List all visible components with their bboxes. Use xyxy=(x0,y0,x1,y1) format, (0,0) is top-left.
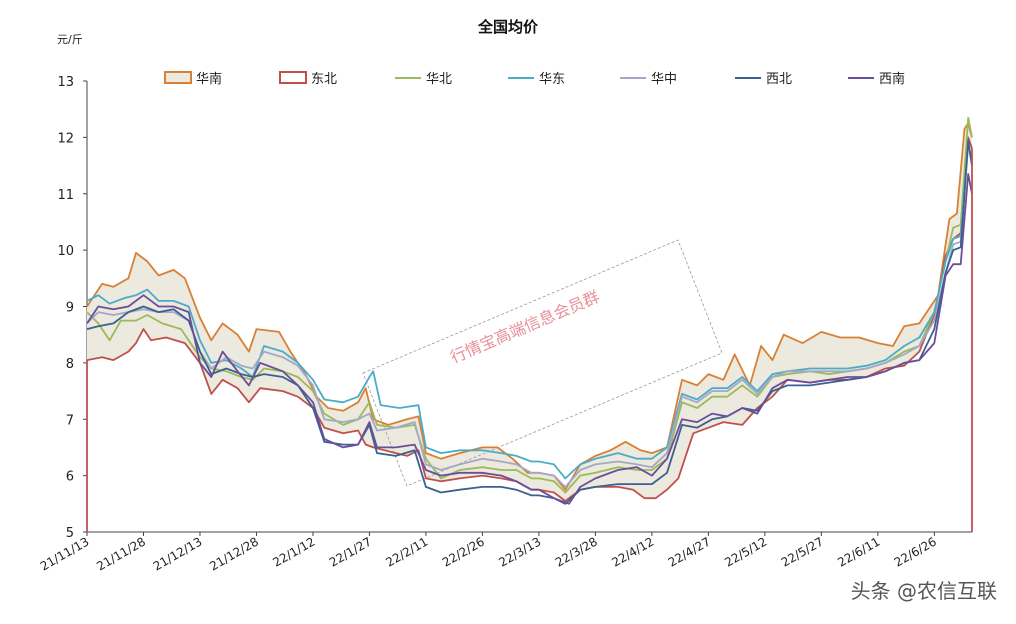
footer-watermark: 头条 @农信互联 xyxy=(851,579,997,603)
x-tick-label: 22/3/13 xyxy=(496,534,543,569)
y-axis-unit: 元/斤 xyxy=(57,33,83,46)
watermark-text: 行情宝高端信息会员群 xyxy=(447,287,602,367)
legend-label: 西北 xyxy=(766,72,792,87)
band-area xyxy=(87,123,972,502)
y-tick-label: 13 xyxy=(57,75,74,90)
x-tick-label: 21/11/13 xyxy=(38,534,92,573)
x-tick-label: 21/12/13 xyxy=(151,534,205,573)
legend-label: 华东 xyxy=(539,72,565,87)
x-tick-label: 21/12/28 xyxy=(207,534,261,573)
x-tick-label: 22/2/26 xyxy=(440,534,487,569)
y-tick-label: 12 xyxy=(57,131,74,146)
watermark-box xyxy=(362,239,723,487)
legend-label: 华中 xyxy=(651,72,677,87)
x-tick-label: 22/4/12 xyxy=(609,534,656,569)
legend-swatch xyxy=(279,71,307,84)
legend-label: 华北 xyxy=(426,72,452,87)
x-tick-label: 22/5/27 xyxy=(779,534,826,569)
legend-swatch xyxy=(164,71,192,84)
x-tick-label: 22/2/11 xyxy=(383,534,430,569)
y-tick-label: 8 xyxy=(66,357,74,372)
legend: 华南 东北 华北 华东 华中 西北 西南 xyxy=(164,71,905,87)
band-layer xyxy=(87,123,972,502)
x-tick-label: 22/5/12 xyxy=(722,534,769,569)
y-tick-label: 9 xyxy=(66,301,74,316)
legend-label: 华南 xyxy=(196,71,222,87)
y-tick-label: 5 xyxy=(66,526,74,541)
legend-label: 东北 xyxy=(311,72,337,87)
y-tick-label: 6 xyxy=(66,470,74,485)
series-line xyxy=(86,139,973,505)
x-tick-label: 22/6/11 xyxy=(835,534,882,569)
series-layer xyxy=(86,116,973,532)
legend-label: 西南 xyxy=(879,71,905,87)
y-tick-label: 11 xyxy=(57,188,74,203)
series-line xyxy=(86,116,973,494)
y-tick-label: 10 xyxy=(57,244,74,259)
y-tick-label: 7 xyxy=(66,413,74,428)
chart-title: 全国均价 xyxy=(477,18,539,36)
x-tick-label: 22/6/26 xyxy=(892,534,939,569)
x-tick-label: 22/1/27 xyxy=(327,534,374,569)
x-tick-label: 21/11/28 xyxy=(94,534,148,573)
x-tick-label: 22/1/12 xyxy=(270,534,317,569)
series-line xyxy=(86,142,973,480)
series-line xyxy=(86,173,973,505)
x-tick-label: 22/4/27 xyxy=(666,534,713,569)
x-tick-label: 22/3/28 xyxy=(553,534,600,569)
series-line xyxy=(86,122,973,491)
